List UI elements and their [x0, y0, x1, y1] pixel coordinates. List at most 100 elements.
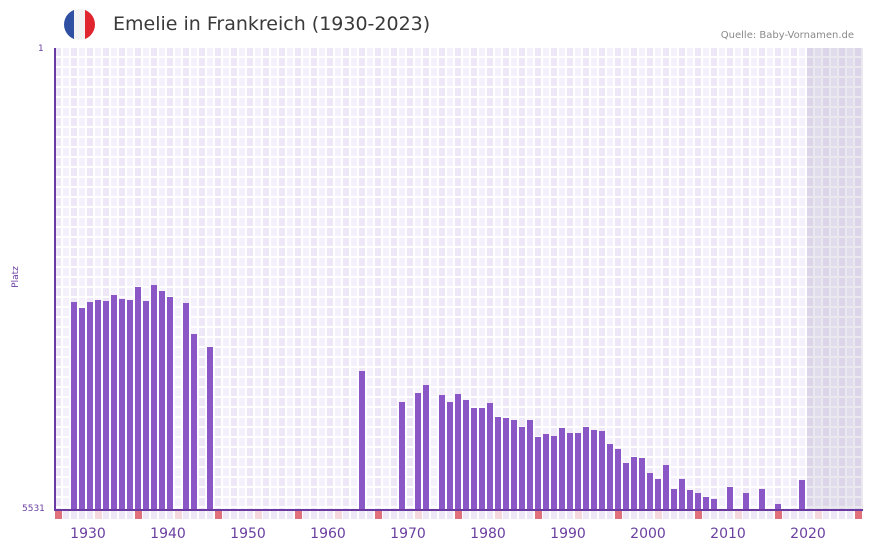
x-tick-label: 1970 [390, 526, 426, 542]
bar-1937[interactable] [127, 299, 133, 510]
x-tick-label: 1940 [150, 526, 186, 542]
bar-1976[interactable] [439, 394, 445, 510]
bar-1992[interactable] [567, 432, 573, 510]
x-tick-label: 1960 [310, 526, 346, 542]
france-flag-icon [64, 9, 95, 40]
bar-1999[interactable] [623, 463, 629, 510]
bar-1989[interactable] [543, 433, 549, 510]
flag-stripe-white [74, 9, 85, 40]
bar-1938[interactable] [135, 286, 141, 510]
bar-1974[interactable] [423, 384, 429, 510]
bar-2005[interactable] [671, 488, 677, 510]
bar-1932[interactable] [87, 301, 93, 510]
bar-1982[interactable] [487, 402, 493, 510]
year-marker [335, 511, 342, 519]
x-tick-label: 2000 [630, 526, 666, 542]
bar-1930[interactable] [71, 301, 77, 510]
bar-1980[interactable] [471, 407, 477, 510]
y-axis-top-label: 1 [38, 44, 44, 54]
y-axis-title: Platz [11, 266, 21, 288]
bar-1981[interactable] [479, 407, 485, 510]
bar-1978[interactable] [455, 393, 461, 510]
bar-1983[interactable] [495, 416, 501, 510]
bar-1990[interactable] [551, 435, 557, 510]
future-shade [807, 48, 863, 510]
bar-2018[interactable] [775, 504, 781, 510]
source-label: Quelle: Baby-Vornamen.de [720, 30, 854, 41]
year-marker [55, 511, 62, 519]
x-tick-label: 1980 [470, 526, 506, 542]
bar-2012[interactable] [727, 487, 733, 510]
bar-1991[interactable] [559, 427, 565, 510]
year-marker [295, 511, 302, 519]
year-marker [855, 511, 862, 519]
bar-1977[interactable] [447, 401, 453, 510]
bar-2016[interactable] [759, 488, 765, 510]
year-markers [55, 511, 863, 519]
year-marker [455, 511, 462, 519]
bar-1995[interactable] [591, 429, 597, 510]
bar-2006[interactable] [679, 478, 685, 510]
year-marker [655, 511, 662, 519]
year-marker [215, 511, 222, 519]
bar-1986[interactable] [519, 427, 525, 510]
bar-1934[interactable] [103, 300, 109, 510]
bar-1939[interactable] [143, 300, 149, 510]
bar-2002[interactable] [647, 473, 653, 510]
bar-1941[interactable] [159, 290, 165, 510]
bar-2007[interactable] [687, 490, 693, 510]
plot-area [55, 48, 863, 510]
bar-1988[interactable] [535, 436, 541, 510]
year-marker [135, 511, 142, 519]
bar-2001[interactable] [639, 458, 645, 510]
flag-stripe-red [84, 9, 95, 40]
year-marker [95, 511, 102, 519]
bar-1993[interactable] [575, 432, 581, 510]
year-marker [575, 511, 582, 519]
bar-1936[interactable] [119, 298, 125, 510]
bar-1997[interactable] [607, 443, 613, 510]
bar-1942[interactable] [167, 296, 173, 510]
bar-2000[interactable] [631, 457, 637, 510]
bar-1996[interactable] [599, 430, 605, 510]
x-tick-label: 2020 [790, 526, 826, 542]
chart-title: Emelie in Frankreich (1930-2023) [113, 13, 431, 35]
y-axis-bottom-label: 5531 [22, 504, 45, 514]
bar-1931[interactable] [79, 308, 85, 510]
year-marker [415, 511, 422, 519]
bar-1971[interactable] [399, 401, 405, 510]
bar-1987[interactable] [527, 420, 533, 510]
bar-1998[interactable] [615, 448, 621, 510]
year-marker [175, 511, 182, 519]
bar-1947[interactable] [207, 346, 213, 510]
bar-2010[interactable] [711, 498, 717, 510]
bar-2009[interactable] [703, 496, 709, 510]
x-tick-label: 2010 [710, 526, 746, 542]
bar-2004[interactable] [663, 465, 669, 510]
year-marker [495, 511, 502, 519]
bar-1973[interactable] [415, 393, 421, 510]
bar-2014[interactable] [743, 492, 749, 510]
bar-1984[interactable] [503, 418, 509, 510]
year-marker [775, 511, 782, 519]
bar-1985[interactable] [511, 420, 517, 510]
year-marker [615, 511, 622, 519]
x-tick-label: 1950 [230, 526, 266, 542]
bar-1945[interactable] [191, 334, 197, 510]
bar-2021[interactable] [799, 479, 805, 510]
year-marker [255, 511, 262, 519]
year-marker [815, 511, 822, 519]
bar-1935[interactable] [111, 294, 117, 510]
x-axis-line [55, 509, 863, 511]
x-tick-label: 1930 [70, 526, 106, 542]
year-marker [735, 511, 742, 519]
bar-1979[interactable] [463, 399, 469, 510]
bar-1966[interactable] [359, 371, 365, 510]
bar-1933[interactable] [95, 299, 101, 510]
bar-2003[interactable] [655, 478, 661, 510]
bar-1994[interactable] [583, 427, 589, 510]
bar-2008[interactable] [695, 492, 701, 510]
bar-1944[interactable] [183, 302, 189, 510]
bar-1940[interactable] [151, 284, 157, 510]
year-marker [535, 511, 542, 519]
